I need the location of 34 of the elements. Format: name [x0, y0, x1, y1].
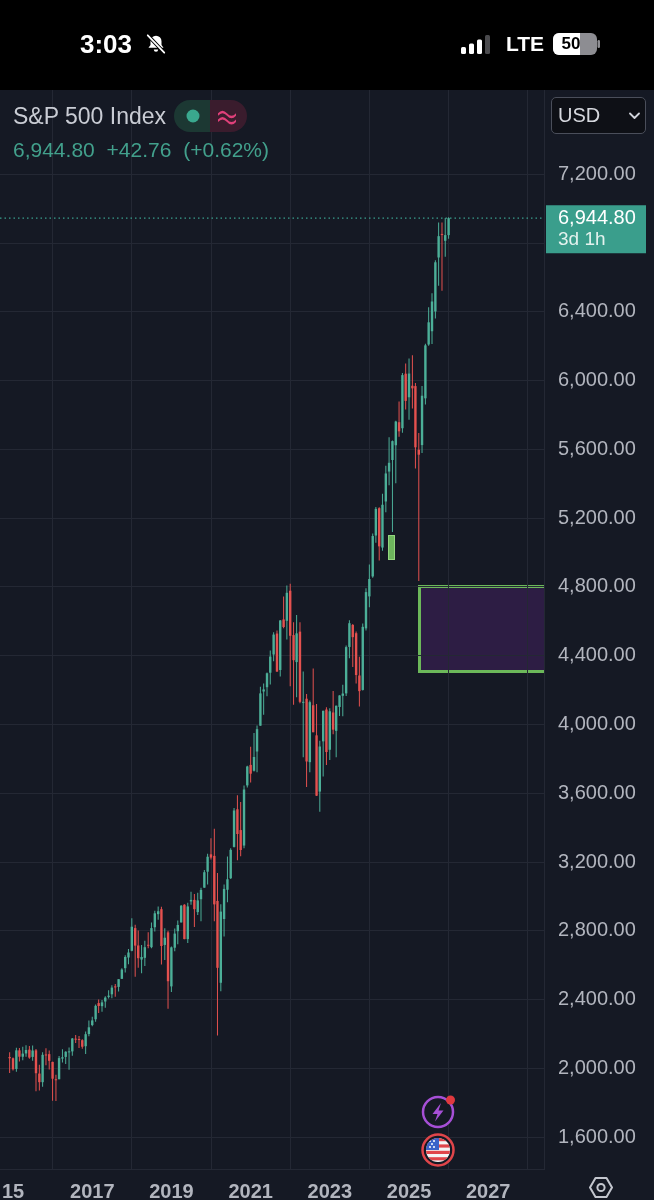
y-tick-label: 4,800.00: [558, 574, 636, 597]
y-tick-label: 3,200.00: [558, 849, 636, 872]
y-tick-label: 2,800.00: [558, 918, 636, 941]
y-tick-label: 4,400.00: [558, 643, 636, 666]
candlestick: [8, 1052, 11, 1074]
x-tick-label: 2027: [465, 1179, 511, 1200]
candlestick: [302, 671, 305, 758]
y-tick-label: 2,000.00: [558, 1055, 636, 1078]
x-tick-label: 2017: [70, 1179, 115, 1200]
dropdown: USD: [551, 97, 646, 134]
y-tick-label: 6,400.00: [558, 299, 636, 322]
text: 50: [560, 33, 582, 55]
y-tick-label: 5,600.00: [558, 436, 636, 459]
y-tick-label: 5,200.00: [558, 505, 636, 528]
ref-line-label: 6,944.80: [558, 205, 636, 228]
text: LTE: [506, 31, 545, 57]
y-tick-label: 2,400.00: [558, 987, 636, 1010]
x-tick-label: 2019: [149, 1179, 194, 1200]
text: 3:03: [80, 28, 133, 60]
candlestick: [44, 1048, 48, 1066]
candlestick: [114, 983, 117, 997]
x-tick-label: 2021: [228, 1179, 273, 1200]
text: S&P 500 Index: [13, 102, 167, 130]
x-tick-label: 2023: [307, 1179, 353, 1200]
y-tick-label: 3,600.00: [558, 780, 636, 803]
y-tick-label: 6,000.00: [558, 368, 636, 391]
candlestick: [147, 932, 150, 949]
x-tick-label: 15: [1, 1179, 25, 1200]
y-tick-label: 4,000.00: [558, 712, 636, 735]
y-tick-label: 7,200.00: [558, 161, 636, 184]
text: 3d 1h: [558, 228, 606, 250]
x-tick-label: 2025: [386, 1179, 432, 1200]
y-tick-label: 1,600.00: [558, 1124, 636, 1147]
text: 6,944.80 +42.76 (+0.62%): [13, 137, 270, 163]
